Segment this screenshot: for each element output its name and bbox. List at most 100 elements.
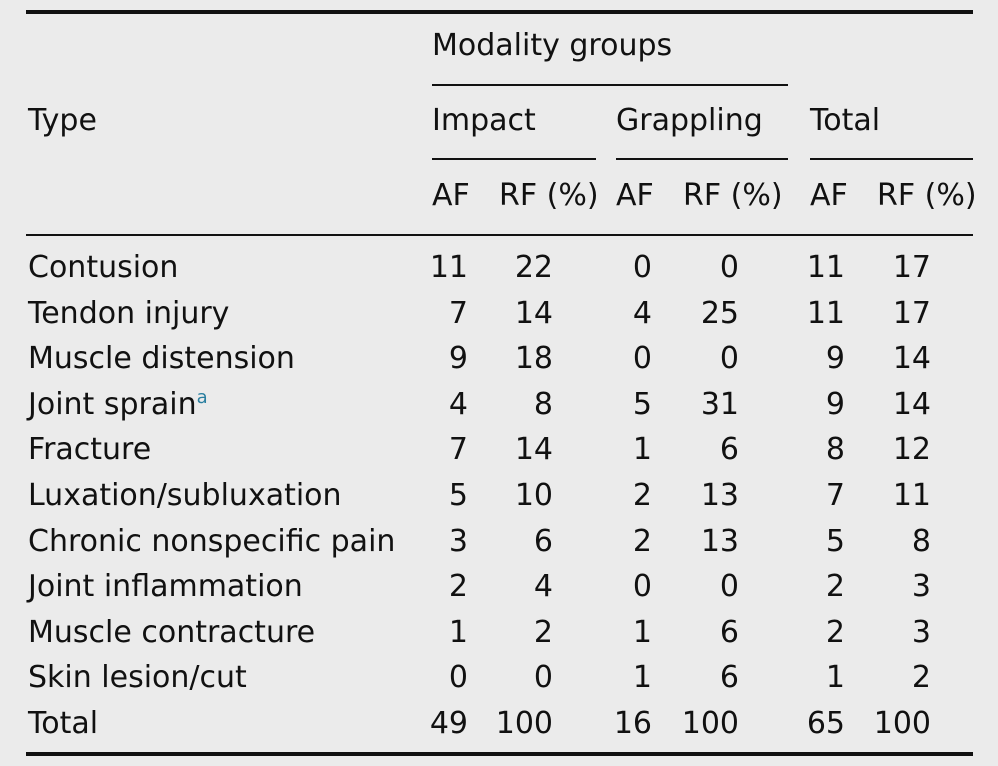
table-cell: 100 xyxy=(681,706,739,741)
row-label: Tendon injury xyxy=(28,296,229,332)
row-label: Joint inflammation xyxy=(28,569,303,605)
table-cell: 9 xyxy=(825,387,845,422)
table-cell: 7 xyxy=(448,432,468,467)
row-label: Fracture xyxy=(28,432,151,468)
impact-rule xyxy=(432,158,596,160)
table-cell: 17 xyxy=(892,250,931,285)
table-cell: 12 xyxy=(892,432,931,467)
header-rule xyxy=(26,234,973,236)
row-type-text: Muscle contracture xyxy=(28,615,316,650)
table-cell: 3 xyxy=(448,524,468,559)
total-rule xyxy=(810,158,973,160)
table-cell: 4 xyxy=(632,296,652,331)
table-cell: 0 xyxy=(719,341,739,376)
table-cell: 3 xyxy=(911,569,931,604)
table-cell: 0 xyxy=(719,569,739,604)
row-type-text: Skin lesion/cut xyxy=(28,660,247,695)
table-cell: 1 xyxy=(632,660,652,695)
header-impact-af: AF xyxy=(432,178,470,213)
table-cell: 10 xyxy=(514,478,553,513)
bottom-rule xyxy=(26,752,973,756)
table-cell: 6 xyxy=(719,432,739,467)
footnote-marker: a xyxy=(196,387,208,408)
row-label: Joint spraina xyxy=(28,387,208,423)
table-cell: 8 xyxy=(533,387,553,422)
header-impact-rf: RF (%) xyxy=(499,178,599,213)
table-cell: 1 xyxy=(448,615,468,650)
table-cell: 14 xyxy=(892,387,931,422)
table-cell: 0 xyxy=(448,660,468,695)
table-cell: 7 xyxy=(448,296,468,331)
header-total-rf: RF (%) xyxy=(877,178,977,213)
header-type: Type xyxy=(28,103,97,138)
top-rule xyxy=(26,10,973,14)
row-type-text: Tendon injury xyxy=(28,296,230,331)
table-cell: 11 xyxy=(429,250,468,285)
row-label: Contusion xyxy=(28,250,178,286)
table-cell: 100 xyxy=(873,706,931,741)
table-cell: 6 xyxy=(719,615,739,650)
table-cell: 13 xyxy=(700,524,739,559)
header-grappling: Grappling xyxy=(616,103,763,138)
table-cell: 0 xyxy=(632,569,652,604)
spanner-rule xyxy=(432,84,788,86)
table-cell: 22 xyxy=(514,250,553,285)
table-cell: 8 xyxy=(911,524,931,559)
table-cell: 9 xyxy=(825,341,845,376)
table-cell: 18 xyxy=(514,341,553,376)
row-type-text: Muscle distension xyxy=(28,341,295,376)
row-type-text: Joint sprain xyxy=(28,387,197,422)
table-cell: 13 xyxy=(700,478,739,513)
table-cell: 2 xyxy=(632,524,652,559)
table-cell: 2 xyxy=(911,660,931,695)
table-cell: 1 xyxy=(632,432,652,467)
table-cell: 14 xyxy=(892,341,931,376)
table-cell: 8 xyxy=(825,432,845,467)
table-cell: 11 xyxy=(806,250,845,285)
header-impact: Impact xyxy=(432,103,536,138)
table-cell: 5 xyxy=(825,524,845,559)
header-modality-groups: Modality groups xyxy=(432,28,673,63)
table-cell: 14 xyxy=(514,296,553,331)
table-cell: 31 xyxy=(700,387,739,422)
table-cell: 3 xyxy=(911,615,931,650)
row-type-text: Total xyxy=(28,706,99,741)
header-grappling-af: AF xyxy=(616,178,654,213)
table-cell: 6 xyxy=(533,524,553,559)
table-cell: 0 xyxy=(632,250,652,285)
row-label: Muscle distension xyxy=(28,341,295,377)
table-cell: 2 xyxy=(448,569,468,604)
table-cell: 65 xyxy=(806,706,845,741)
table-cell: 1 xyxy=(632,615,652,650)
table-cell: 2 xyxy=(632,478,652,513)
table-cell: 14 xyxy=(514,432,553,467)
table-cell: 0 xyxy=(632,341,652,376)
row-type-text: Joint inflammation xyxy=(28,569,303,604)
table-cell: 4 xyxy=(448,387,468,422)
row-label: Skin lesion/cut xyxy=(28,660,247,696)
table-cell: 49 xyxy=(429,706,468,741)
table-cell: 6 xyxy=(719,660,739,695)
table-cell: 2 xyxy=(825,569,845,604)
header-total: Total xyxy=(810,103,881,138)
table-cell: 0 xyxy=(719,250,739,285)
table-cell: 5 xyxy=(632,387,652,422)
table-cell: 2 xyxy=(825,615,845,650)
row-type-text: Luxation/subluxation xyxy=(28,478,342,513)
table-cell: 0 xyxy=(533,660,553,695)
row-label: Luxation/subluxation xyxy=(28,478,342,514)
table-cell: 100 xyxy=(495,706,553,741)
header-grappling-rf: RF (%) xyxy=(683,178,783,213)
table-cell: 11 xyxy=(806,296,845,331)
grappling-rule xyxy=(616,158,788,160)
table-cell: 16 xyxy=(613,706,652,741)
table-cell: 11 xyxy=(892,478,931,513)
table-cell: 25 xyxy=(700,296,739,331)
table-cell: 9 xyxy=(448,341,468,376)
row-label: Chronic nonspecific pain xyxy=(28,524,395,560)
row-label: Total xyxy=(28,706,98,742)
table-cell: 4 xyxy=(533,569,553,604)
table-cell: 2 xyxy=(533,615,553,650)
row-type-text: Chronic nonspecific pain xyxy=(28,524,396,559)
